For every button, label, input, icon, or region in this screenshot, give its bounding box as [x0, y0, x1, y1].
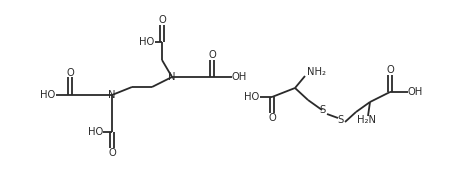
- Text: HO: HO: [139, 37, 154, 47]
- Text: HO: HO: [88, 127, 104, 137]
- Text: O: O: [268, 113, 276, 123]
- Text: HO: HO: [244, 92, 260, 102]
- Text: OH: OH: [232, 72, 247, 82]
- Text: O: O: [158, 15, 166, 25]
- Text: HO: HO: [40, 90, 56, 100]
- Text: N: N: [168, 72, 176, 82]
- Text: O: O: [386, 65, 394, 75]
- Text: OH: OH: [408, 87, 423, 97]
- Text: NH₂: NH₂: [307, 67, 326, 77]
- Text: O: O: [108, 148, 116, 158]
- Text: S: S: [337, 115, 343, 125]
- Text: O: O: [208, 50, 216, 60]
- Text: H₂N: H₂N: [356, 115, 376, 125]
- Text: N: N: [108, 90, 116, 100]
- Text: O: O: [66, 68, 74, 78]
- Text: S: S: [319, 105, 325, 115]
